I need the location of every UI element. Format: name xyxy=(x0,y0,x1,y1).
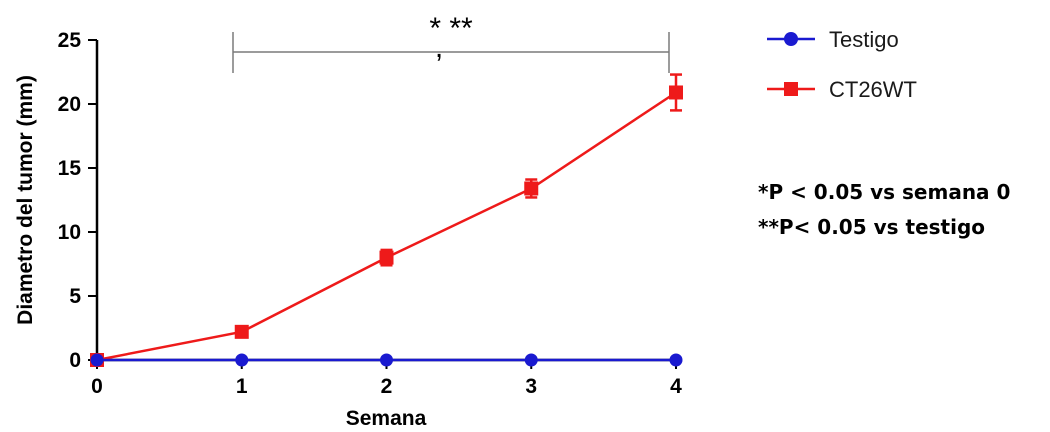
y-tick-label: 20 xyxy=(58,93,81,116)
y-tick-label: 25 xyxy=(58,29,82,52)
data-point xyxy=(524,181,539,196)
y-axis-title: Diametro del tumor (mm) xyxy=(14,75,37,325)
data-point xyxy=(379,250,394,265)
y-tick-label: 15 xyxy=(58,157,82,180)
x-tick-label: 2 xyxy=(381,375,393,398)
legend-marker xyxy=(784,82,798,96)
tick-group: 0 5 10 15 20 25 0 1 2 3 4 xyxy=(58,29,683,398)
y-tick-label: 5 xyxy=(69,285,81,308)
data-point xyxy=(669,353,683,367)
x-tick-label: 0 xyxy=(91,375,103,398)
y-tick-label: 0 xyxy=(69,349,81,372)
annotation-p-vs-control: **P< 0.05 vs testigo xyxy=(758,215,986,239)
series-line-1 xyxy=(96,91,677,362)
data-point xyxy=(380,353,393,367)
data-point xyxy=(235,353,249,367)
data-point xyxy=(90,353,104,367)
legend: Testigo CT26WT xyxy=(767,27,917,102)
annotation-p-vs-week0: *P < 0.05 vs semana 0 xyxy=(758,180,1011,204)
legend-marker xyxy=(784,32,798,46)
significance-label: * ** xyxy=(429,12,473,45)
x-tick-label: 4 xyxy=(670,375,682,398)
significance-comma: , xyxy=(435,31,443,64)
x-axis-title: Semana xyxy=(346,407,427,430)
data-point xyxy=(524,353,538,367)
x-tick-label: 1 xyxy=(236,375,248,398)
significance-bracket: * ** , xyxy=(232,12,670,73)
data-point xyxy=(234,324,249,339)
x-tick-label: 3 xyxy=(525,375,537,398)
data-point xyxy=(669,85,683,100)
y-tick-label: 10 xyxy=(58,221,81,244)
series-layer xyxy=(90,73,683,367)
legend-label: CT26WT xyxy=(829,77,917,102)
legend-label: Testigo xyxy=(829,27,899,52)
